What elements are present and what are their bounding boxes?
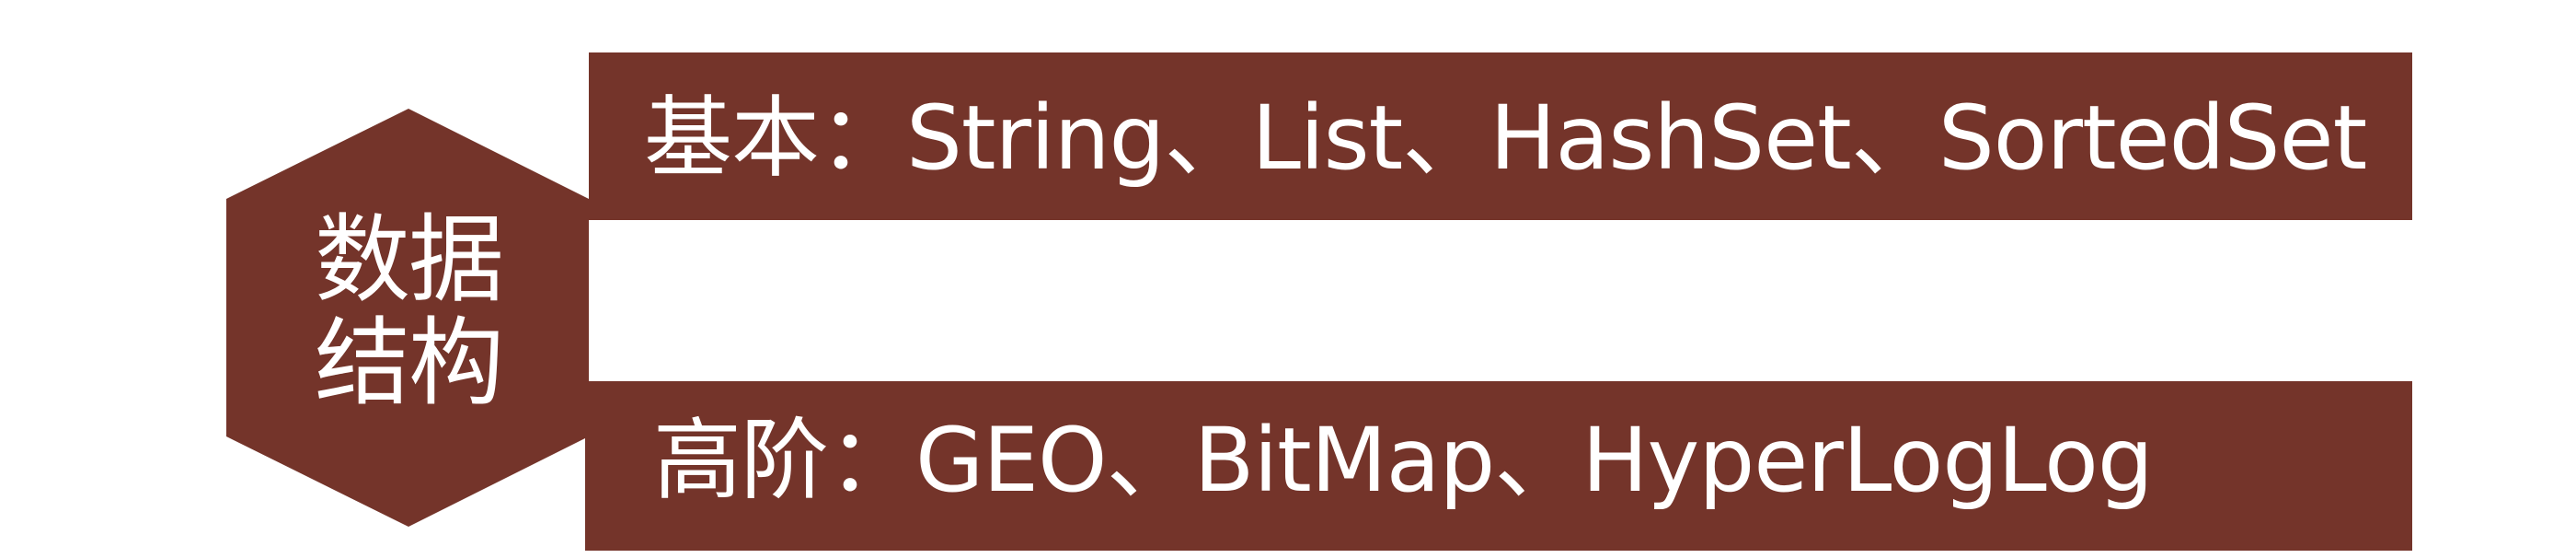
- center-hexagon: [226, 109, 589, 527]
- center-label: 数据 结构: [226, 192, 591, 431]
- basic-types-label: 基本：String、List、HashSet、SortedSet: [644, 87, 2367, 190]
- center-label-line2: 结构: [314, 307, 504, 419]
- bottom-bar: [585, 381, 2412, 551]
- center-label-line1: 数据: [314, 203, 504, 316]
- advanced-types-label: 高阶：GEO、BitMap、HyperLogLog: [653, 409, 2154, 512]
- top-bar: [589, 52, 2412, 220]
